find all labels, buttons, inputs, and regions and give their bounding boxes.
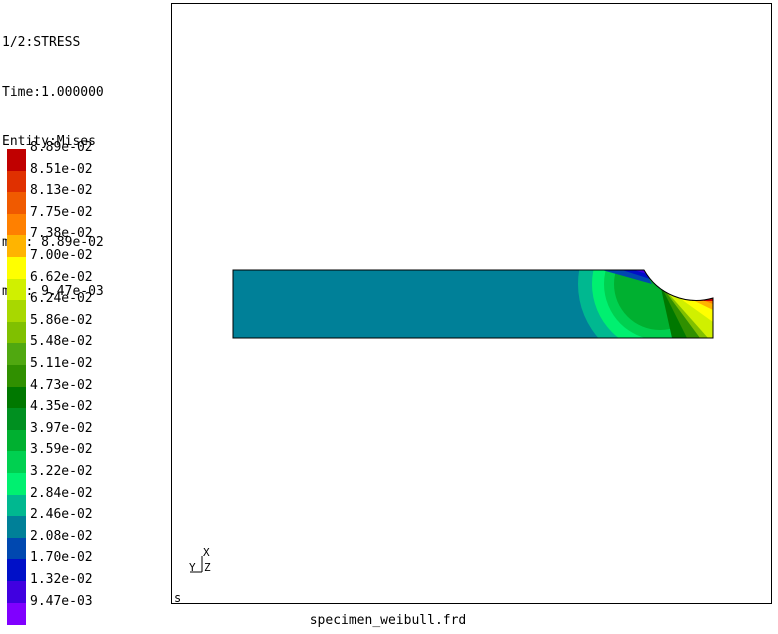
model-viewport[interactable]: X Y Z s <box>171 3 772 605</box>
legend-label: 3.59e-02 <box>30 442 93 458</box>
legend-swatch <box>7 386 26 409</box>
legend-swatch <box>7 516 26 539</box>
legend-swatch <box>7 581 26 604</box>
legend-swatch <box>7 602 26 625</box>
legend-label: 5.11e-02 <box>30 356 93 371</box>
legend-label: 1.32e-02 <box>30 572 93 587</box>
legend-swatch <box>7 429 26 452</box>
legend-label: 2.08e-02 <box>30 528 93 544</box>
legend-swatch <box>7 494 26 517</box>
legend-swatch <box>7 408 26 431</box>
legend-swatch <box>7 300 26 323</box>
specimen-outline <box>232 269 714 339</box>
legend-label: 9.47e-03 <box>30 593 93 609</box>
legend-label: 8.13e-02 <box>30 183 93 199</box>
legend-label: 2.46e-02 <box>30 507 93 523</box>
legend-label: 8.51e-02 <box>30 161 93 177</box>
legend-swatch <box>7 559 26 582</box>
legend-label: 3.97e-02 <box>30 420 93 436</box>
specimen-shape <box>233 270 713 338</box>
legend-swatch <box>7 537 26 560</box>
legend-swatch <box>7 278 26 301</box>
legend-label: 7.75e-02 <box>30 204 93 220</box>
legend-swatch <box>7 149 26 172</box>
axis-y-label: Y <box>189 561 196 574</box>
legend-label: 1.70e-02 <box>30 550 93 566</box>
legend-swatch <box>7 321 26 344</box>
legend-swatch <box>7 235 26 258</box>
legend-swatch <box>7 213 26 236</box>
axis-triad: X Y Z <box>186 546 216 576</box>
legend-label: 4.73e-02 <box>30 377 93 393</box>
stress-contour-plot <box>232 269 714 339</box>
legend-swatch <box>7 257 26 280</box>
legend-swatch <box>7 365 26 388</box>
legend-swatch <box>7 451 26 474</box>
legend-swatch <box>7 343 26 366</box>
viewport-corner-label: s <box>174 591 182 605</box>
legend-swatch <box>7 473 26 496</box>
legend-swatch <box>7 170 26 193</box>
step-label: 1/2:STRESS <box>2 35 81 50</box>
legend-label: 7.00e-02 <box>30 248 93 263</box>
legend-label: 5.48e-02 <box>30 334 93 350</box>
legend-label: 7.38e-02 <box>30 226 93 242</box>
legend-label: 8.89e-02 <box>30 140 93 155</box>
legend-label: 4.35e-02 <box>30 399 93 415</box>
time-label: Time:1.000000 <box>2 84 104 100</box>
legend-label: 5.86e-02 <box>30 312 93 328</box>
legend-label: 6.62e-02 <box>30 269 93 285</box>
legend-label: 3.22e-02 <box>30 464 93 479</box>
filename-label: specimen_weibull.frd <box>309 613 467 628</box>
entity-label: Entity:Mises <box>2 134 96 149</box>
axis-z-label: Z <box>204 561 211 574</box>
axis-x-label: X <box>203 546 210 559</box>
legend-label: 6.24e-02 <box>30 291 93 307</box>
legend-label: 2.84e-02 <box>30 485 93 501</box>
legend-swatch <box>7 192 26 215</box>
